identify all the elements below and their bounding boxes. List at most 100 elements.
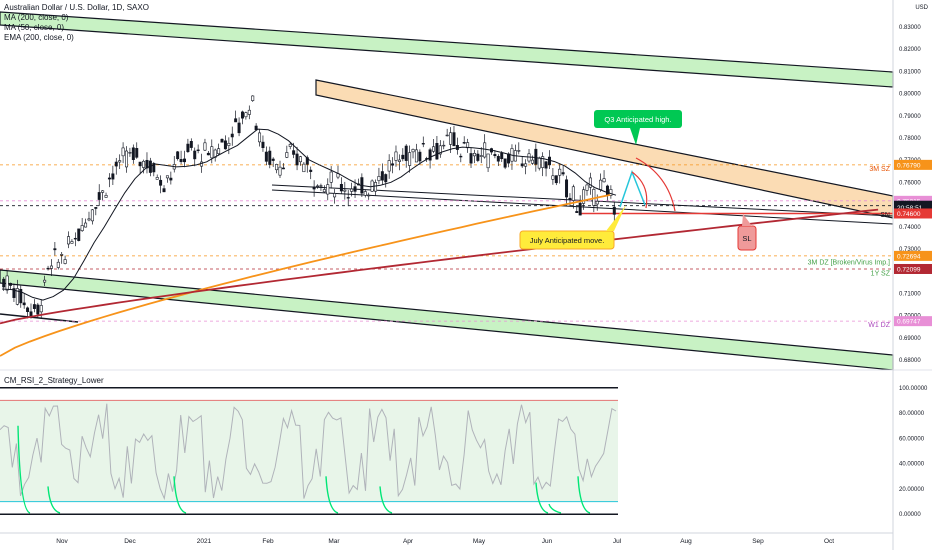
legend-ma50: MA (50, close, 0) xyxy=(4,23,65,32)
candle-body xyxy=(217,148,221,154)
july-callout-box xyxy=(519,230,615,250)
candle-body xyxy=(2,278,6,288)
candle-body xyxy=(203,142,207,151)
candle-body xyxy=(408,152,412,166)
time-tick-label: Feb xyxy=(262,538,274,545)
candle-body xyxy=(288,143,292,147)
sl-callout: SL xyxy=(737,214,757,251)
time-tick-label: Mar xyxy=(328,538,340,545)
rsi-title: CM_RSI_2_Strategy_Lower xyxy=(4,376,104,385)
q3-callout-pointer xyxy=(630,128,640,145)
rsi-signal-6 xyxy=(548,503,562,514)
candle-body xyxy=(452,132,456,147)
candle-body xyxy=(319,185,323,187)
candle-body xyxy=(496,156,500,162)
candle-body xyxy=(312,186,316,190)
candle-body xyxy=(285,152,289,158)
price-tick-label: 0.69000 xyxy=(899,336,921,342)
candle-body xyxy=(541,156,545,168)
horizontal-levels xyxy=(0,164,893,322)
candle-body xyxy=(138,161,142,167)
candle-body xyxy=(428,149,432,161)
q3-callout-text: Q3 Anticipated high. xyxy=(604,115,671,124)
candle-body xyxy=(9,282,13,286)
candle-body xyxy=(70,241,74,244)
rsi-signal-4 xyxy=(379,486,393,514)
candle-body xyxy=(131,147,135,160)
candle-body xyxy=(15,288,19,305)
candle-body xyxy=(411,149,415,153)
candle-body xyxy=(125,150,128,168)
candle-body xyxy=(36,304,40,315)
candle-body xyxy=(210,146,214,159)
candle-body xyxy=(179,159,183,163)
candle-body xyxy=(346,197,350,199)
candle-body xyxy=(264,151,268,162)
rsi-tick-label: 100.00000 xyxy=(899,386,928,392)
candle-body xyxy=(520,163,524,167)
rsi-line xyxy=(0,403,617,501)
candle-body xyxy=(476,153,480,161)
q3-projection-arrow xyxy=(635,157,676,212)
candle-body xyxy=(568,197,572,200)
time-tick-label: Jul xyxy=(613,538,622,545)
candle-body xyxy=(329,171,333,183)
candle-body xyxy=(374,182,378,192)
rsi-signal-3 xyxy=(325,476,339,514)
candle-body xyxy=(206,152,210,156)
candle-body xyxy=(49,265,53,269)
candle-body xyxy=(220,138,224,143)
ma200-line xyxy=(0,208,879,325)
candle-body xyxy=(32,304,36,309)
price-tag-text: 0.72694 xyxy=(897,253,921,260)
candle-body xyxy=(582,189,586,204)
candle-body xyxy=(302,163,306,173)
sl-callout-text: SL xyxy=(742,234,751,243)
candle-body xyxy=(397,159,401,162)
candle-body xyxy=(237,122,241,134)
price-tag-box xyxy=(894,202,932,213)
candle-body xyxy=(414,149,418,163)
price-tag-text: 0.69747 xyxy=(897,319,921,326)
candle-body xyxy=(493,154,497,157)
candle-body xyxy=(565,179,569,198)
candle-body xyxy=(12,288,16,298)
candle-body xyxy=(384,174,388,183)
candle-body xyxy=(350,188,354,192)
candle-body xyxy=(585,184,589,191)
candle-body xyxy=(135,148,139,158)
candle-body xyxy=(602,178,606,183)
rsi-pane xyxy=(0,369,932,515)
price-tick-label: 0.80000 xyxy=(899,92,921,98)
july-projection-path xyxy=(619,169,646,208)
candle-body xyxy=(60,254,64,256)
candle-body xyxy=(247,109,251,115)
candle-body xyxy=(87,218,91,221)
candle-body xyxy=(183,158,186,163)
candle-body xyxy=(333,193,337,198)
price-axis-unit: USD xyxy=(915,5,928,11)
price-tick-label: 0.81000 xyxy=(899,69,921,75)
moving-averages xyxy=(0,128,879,357)
rsi-signal-1 xyxy=(47,486,61,514)
candle-body xyxy=(609,189,613,196)
candle-body xyxy=(39,305,43,313)
candle-body xyxy=(363,191,367,196)
candle-body xyxy=(101,190,105,193)
candle-body xyxy=(295,153,299,166)
nov-support-line xyxy=(0,313,79,323)
time-tick-label: Dec xyxy=(124,538,136,545)
candle-body xyxy=(445,134,449,137)
july-callout: July Anticipated move. xyxy=(519,205,626,250)
candle-body xyxy=(503,158,507,168)
candle-body xyxy=(278,166,282,176)
price-tick-label: 0.83000 xyxy=(899,25,921,31)
candle-body xyxy=(240,111,244,119)
rsi-signal-2 xyxy=(173,476,187,514)
time-tick-label: Apr xyxy=(403,538,414,545)
candle-body xyxy=(377,176,381,181)
candle-body xyxy=(114,161,118,167)
level-label-1: 3M DZ [Broken/Virus Imp.] xyxy=(808,259,890,266)
